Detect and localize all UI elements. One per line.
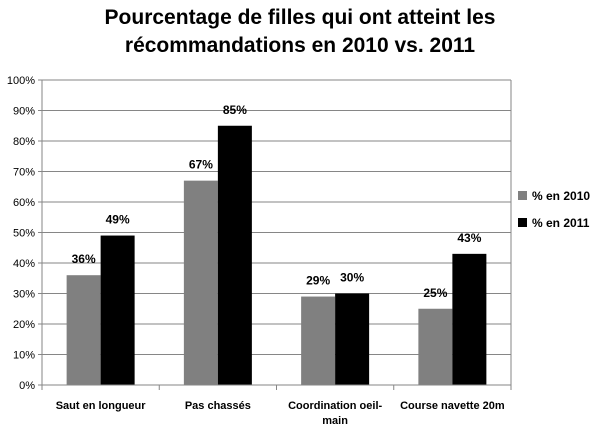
y-axis: 0% 10% 20% 30% 40% 50% 60% 70% 80% 90% 100% [7, 75, 43, 392]
y-tick-label: 0% [19, 380, 35, 392]
bar [418, 308, 453, 385]
chart-title-line: récommandations en 2010 vs. 2011 [125, 34, 476, 57]
data-label: 85% [223, 103, 247, 117]
legend-label: % en 2011 [532, 216, 590, 230]
bar [183, 180, 218, 385]
y-tick-label: 70% [13, 167, 35, 179]
bars [66, 125, 487, 385]
data-label: 25% [423, 286, 447, 300]
legend-swatch [518, 218, 527, 227]
x-category-label: Saut en longueur [56, 400, 147, 412]
data-label: 43% [457, 231, 481, 245]
bar [452, 253, 487, 385]
data-label: 36% [72, 252, 96, 266]
chart-title: Pourcentage de filles qui ont atteint le… [105, 6, 496, 57]
y-tick-label: 10% [13, 350, 35, 362]
bar [66, 275, 101, 385]
bar [100, 235, 135, 385]
chart-title-line: Pourcentage de filles qui ont atteint le… [105, 6, 496, 29]
bar [217, 125, 252, 385]
y-tick-label: 40% [13, 258, 35, 270]
y-tick-label: 20% [13, 319, 35, 331]
y-tick-label: 100% [7, 75, 35, 87]
y-tick-label: 90% [13, 106, 35, 118]
x-category-label: Coordination oeil- [288, 400, 382, 412]
x-category-label: main [322, 415, 348, 426]
legend-swatch [518, 191, 527, 200]
data-label: 29% [306, 274, 330, 288]
x-category-label: Pas chassés [185, 400, 251, 412]
data-label: 30% [340, 271, 364, 285]
legend: % en 2010 % en 2011 [518, 189, 590, 230]
x-category-label: Course navette 20m [400, 400, 505, 412]
y-tick-label: 50% [13, 228, 35, 240]
data-label: 67% [189, 158, 213, 172]
bar [301, 296, 336, 385]
bar [335, 293, 370, 385]
data-label: 49% [106, 213, 130, 227]
y-tick-label: 80% [13, 136, 35, 148]
legend-label: % en 2010 [532, 189, 590, 203]
y-tick-label: 60% [13, 197, 35, 209]
data-labels: 36% 49% 67% 85% 29% 30% 25% 43% [72, 103, 482, 300]
x-axis: Saut en longueur Pas chassés Coordination … [41, 384, 512, 426]
y-tick-label: 30% [13, 289, 35, 301]
